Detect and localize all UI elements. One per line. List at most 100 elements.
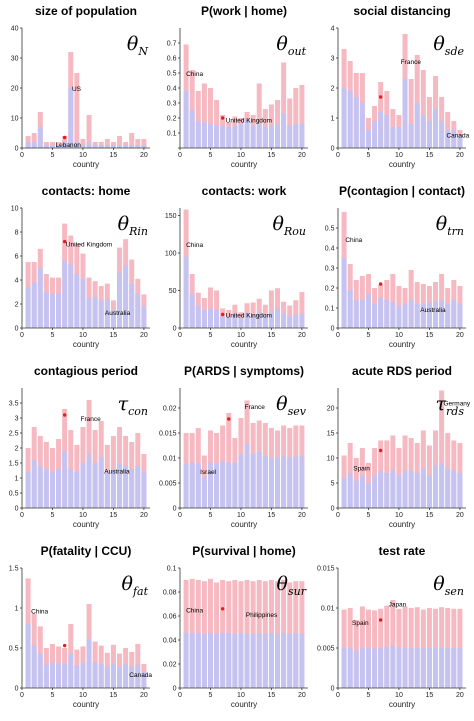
- bar-lower: [445, 468, 451, 508]
- bar-lower: [426, 121, 432, 148]
- y-tick-label: 0.06: [163, 613, 177, 620]
- bar-upper: [189, 70, 195, 148]
- bar-lower: [238, 632, 244, 688]
- y-tick-label: 0.3: [167, 100, 177, 107]
- estimate-marker: [378, 95, 383, 99]
- bar-lower: [110, 310, 116, 328]
- bar-upper: [129, 133, 135, 148]
- country-annotation: Spain: [353, 466, 370, 473]
- chart-svg: social distancing 0 1 2 3 4 0 5 10 15 20 country θsd…: [331, 4, 470, 169]
- y-tick-label: 1.5: [9, 460, 19, 467]
- x-tick-label: 0: [20, 692, 24, 699]
- bar-upper: [439, 390, 445, 508]
- x-tick-label: 10: [395, 332, 403, 339]
- y-tick-label: 0.1: [167, 130, 177, 137]
- x-tick-label: 5: [209, 152, 213, 159]
- bar-lower: [117, 667, 123, 688]
- bar-lower: [214, 463, 220, 508]
- bar-upper: [80, 139, 86, 148]
- bar-lower: [293, 314, 299, 328]
- country-annotation: Germany: [443, 401, 470, 408]
- bar-lower: [268, 632, 274, 688]
- x-tick-label: 5: [367, 692, 371, 699]
- bar-lower: [189, 294, 195, 328]
- bar-lower: [250, 125, 256, 148]
- chart-svg: P(survival | home) 0 0.02 0.04 0.06 0.08 0.1 0 5…: [163, 544, 308, 709]
- bar-lower: [445, 304, 451, 328]
- parameter-symbol: θsde: [433, 33, 464, 58]
- bar-lower: [92, 662, 98, 688]
- x-tick-label: 20: [456, 692, 464, 699]
- bar-upper: [117, 136, 123, 148]
- parameter-symbol-main: θ: [436, 213, 448, 235]
- bar-lower: [86, 142, 92, 148]
- chart-panel-9: P(fatality | CCU) 0 0.5 1 1.5 0 5 10 15 20 country…: [0, 540, 158, 720]
- parameter-symbol-subscript: con: [128, 405, 148, 418]
- bar-lower: [104, 145, 110, 148]
- x-tick-label: 20: [140, 512, 148, 519]
- bar-lower: [49, 472, 55, 508]
- country-annotation: France: [401, 59, 422, 66]
- bar-lower: [457, 304, 463, 328]
- bar-upper: [439, 607, 445, 688]
- bar-lower: [74, 472, 80, 508]
- bar-upper: [226, 413, 232, 508]
- parameter-symbol: θsev: [276, 393, 307, 418]
- bar-lower: [402, 648, 408, 688]
- bar-lower: [104, 666, 110, 688]
- bar-lower: [135, 145, 141, 148]
- chart-panel-2: social distancing 0 1 2 3 4 0 5 10 15 20 country θsd…: [316, 0, 474, 180]
- x-tick-label: 10: [79, 332, 87, 339]
- x-tick-label: 0: [178, 152, 182, 159]
- x-tick-label: 10: [79, 692, 87, 699]
- bar-upper: [384, 605, 390, 688]
- bar-lower: [214, 125, 220, 148]
- y-tick-label: 3: [331, 55, 335, 62]
- x-tick-label: 5: [51, 332, 55, 339]
- x-tick-label: 20: [140, 152, 148, 159]
- chart-svg: contacts: home 0 2 4 6 8 10 0 5 10 15 20 country θRin…: [11, 184, 150, 349]
- y-tick-label: 150: [165, 213, 177, 220]
- y-tick-label: 2: [15, 301, 19, 308]
- bar-lower: [43, 145, 49, 148]
- bar-lower: [68, 653, 74, 688]
- y-tick-label: 10: [327, 455, 335, 462]
- parameter-symbol: τcon: [118, 393, 148, 418]
- bar-lower: [195, 305, 201, 328]
- bar-lower: [287, 634, 293, 688]
- bar-lower: [372, 304, 378, 328]
- bar-lower: [384, 300, 390, 328]
- bar-lower: [62, 260, 68, 328]
- x-tick-label: 10: [395, 152, 403, 159]
- bar-lower: [281, 113, 287, 148]
- bar-lower: [426, 648, 432, 688]
- bar-lower: [43, 664, 49, 688]
- bar-lower: [439, 300, 445, 328]
- bar-upper: [299, 292, 305, 328]
- estimate-marker: [227, 417, 231, 421]
- x-tick-label: 5: [209, 332, 213, 339]
- bar-lower: [62, 142, 68, 148]
- bar-lower: [189, 110, 195, 148]
- x-axis-label: country: [389, 160, 415, 169]
- bar-lower: [402, 304, 408, 328]
- chart-panel-1: P(work | home) 0.1 0.2 0.3 0.4 0.5 0.6 0.7 0 5 10 1…: [158, 0, 316, 180]
- parameter-symbol-main: θ: [276, 33, 288, 55]
- country-annotation: France: [245, 404, 266, 411]
- y-tick-label: 1: [331, 115, 335, 122]
- bar-lower: [104, 472, 110, 508]
- y-tick-label: 0: [173, 325, 177, 332]
- x-tick-label: 10: [79, 512, 87, 519]
- y-tick-label: 0.5: [9, 645, 19, 652]
- bar-lower: [49, 145, 55, 148]
- country-annotation: China: [186, 607, 203, 614]
- estimate-marker: [62, 413, 67, 417]
- bar-lower: [226, 462, 232, 508]
- bar-lower: [207, 124, 213, 148]
- y-tick-label: 0: [15, 145, 19, 152]
- estimate-marker: [220, 116, 225, 120]
- bar-lower: [238, 318, 244, 328]
- x-tick-label: 5: [51, 692, 55, 699]
- y-tick-label: 0.015: [317, 565, 335, 572]
- y-tick-label: 50: [169, 288, 177, 295]
